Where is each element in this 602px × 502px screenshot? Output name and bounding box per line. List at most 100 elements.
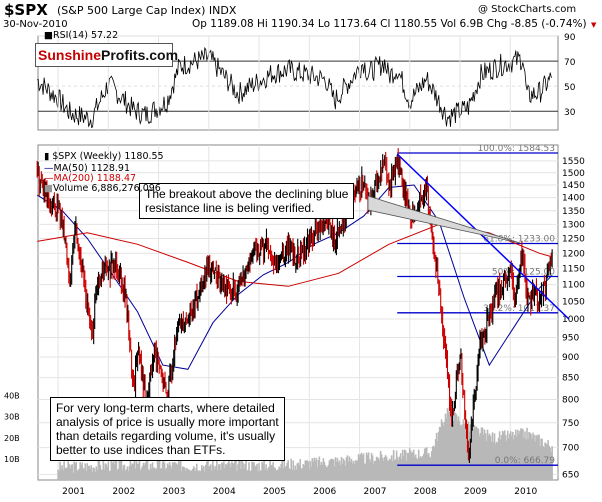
volume-bar [159, 468, 162, 480]
volume-bar [392, 450, 395, 480]
logo-part1: Sunshine [38, 47, 102, 63]
volume-bar [482, 434, 485, 480]
volume-bar [461, 424, 464, 480]
volume-bar [495, 441, 498, 480]
annotation-line: better to use indices than ETFs. [56, 443, 226, 457]
volume-bar [317, 459, 320, 480]
volume-bar [232, 463, 234, 480]
volume-bar [266, 470, 268, 480]
volume-bar [472, 429, 475, 480]
volume-bar [371, 455, 374, 480]
volume-bar [367, 452, 370, 480]
volume-bar [259, 470, 261, 480]
year-tick-label: 2009 [464, 487, 487, 497]
volume-bar [100, 469, 103, 480]
volume-bar [528, 431, 530, 480]
volume-bar [510, 435, 513, 480]
volume-bar [277, 469, 279, 480]
volume-bar [160, 468, 163, 480]
volume-bar [551, 446, 553, 480]
volume-bar [219, 464, 221, 480]
volume-bar [365, 452, 368, 480]
volume-bar [274, 468, 276, 480]
legend-ma50: —MA(50) 1128.91 [44, 164, 130, 174]
volume-bar [191, 468, 194, 480]
volume-bar [479, 433, 482, 480]
volume-bar [278, 466, 280, 480]
legend-volume-label: Volume 6,886,276,096 [52, 183, 161, 194]
volume-bar [190, 470, 193, 480]
volume-bar [521, 428, 523, 480]
volume-bar [316, 467, 319, 480]
volume-bar [341, 463, 344, 480]
volume-bar [416, 459, 419, 480]
volume-bar [186, 469, 189, 480]
volume-bar [385, 456, 388, 480]
volume-bar [390, 455, 393, 480]
volume-bar [290, 458, 293, 480]
price-tick-label: 1000 [562, 315, 585, 325]
volume-bar [433, 447, 436, 480]
volume-bar [195, 463, 198, 480]
volume-bar [311, 458, 314, 480]
volume-bar [82, 468, 85, 480]
volume-bar [363, 463, 366, 480]
volume-bar [402, 456, 405, 480]
volume-tick-label: 30B [4, 413, 20, 422]
volume-bar [539, 446, 541, 480]
volume-bar [514, 434, 516, 480]
volume-bar [531, 438, 533, 480]
volume-bar [108, 471, 111, 480]
volume-bar [496, 442, 499, 480]
volume-bar [388, 458, 391, 480]
volume-bar [355, 461, 358, 480]
volume-bar [187, 469, 190, 480]
volume-bar [490, 441, 493, 480]
volume-bar [59, 461, 61, 480]
volume-bar [480, 427, 483, 480]
volume-bar [80, 464, 83, 480]
volume-bar [484, 433, 487, 480]
volume-bar [253, 462, 255, 480]
volume-bar [445, 418, 448, 480]
volume-bar [254, 466, 256, 480]
volume-bar [61, 465, 63, 480]
price-panel-title: ▮ $SPX (Weekly) 1180.55 [44, 152, 164, 162]
volume-bar [262, 463, 264, 480]
annotation-line: than details regarding volume, it's usua… [56, 429, 276, 443]
volume-bar [208, 467, 210, 480]
volume-bar [173, 461, 176, 480]
volume-bar [424, 447, 427, 480]
volume-bar [87, 465, 90, 480]
volume-bar [78, 468, 80, 480]
volume-bar [161, 461, 164, 480]
volume-bar [489, 435, 492, 480]
volume-bar [169, 465, 172, 480]
volume-bar [503, 430, 506, 480]
volume-bar [215, 466, 217, 480]
volume-bar [229, 463, 231, 480]
volume-bar [491, 432, 494, 480]
volume-bar [222, 463, 224, 480]
volume-bar [342, 458, 345, 480]
price-tick-label: 900 [562, 353, 579, 363]
volume-bar [90, 465, 93, 480]
volume-bar [534, 441, 536, 480]
volume-bar [207, 460, 209, 480]
volume-bar [501, 430, 504, 480]
volume-bar [157, 460, 160, 480]
volume-bar [184, 470, 187, 480]
year-tick-label: 2003 [163, 487, 186, 497]
breakout-annotation: The breakout above the declining blue re… [139, 183, 355, 219]
volume-bar [368, 459, 371, 480]
volume-bar [91, 471, 94, 480]
volume-bar [286, 462, 288, 480]
volume-bar [360, 452, 363, 480]
volume-bar [464, 430, 467, 480]
volume-bar [218, 464, 220, 480]
volume-bar [162, 459, 165, 480]
price-tick-label: 1400 [562, 194, 585, 204]
volume-bar [271, 465, 273, 480]
volume-bar [165, 468, 168, 480]
volume-bar [465, 423, 468, 480]
